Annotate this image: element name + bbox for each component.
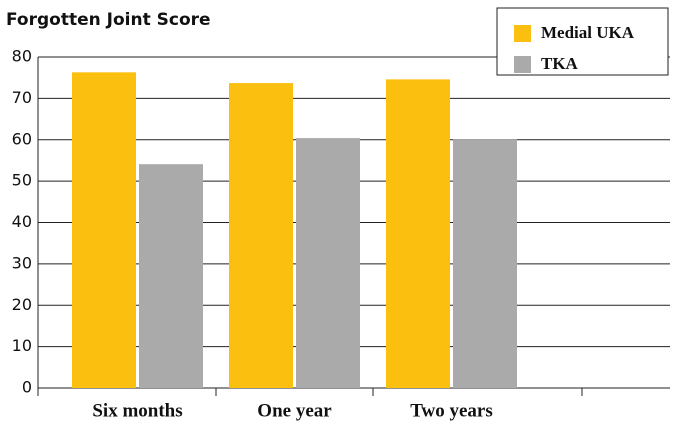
legend-swatch	[514, 25, 531, 42]
x-tick-label: Six months	[92, 400, 182, 421]
y-tick-label: 30	[12, 253, 32, 272]
y-tick-label: 20	[12, 295, 32, 314]
bar	[386, 79, 450, 388]
y-tick-label: 10	[12, 336, 32, 355]
y-tick-label: 60	[12, 129, 32, 148]
y-tick-label: 70	[12, 88, 32, 107]
bar	[72, 72, 136, 388]
legend-label: Medial UKA	[541, 23, 635, 42]
x-tick-label: One year	[257, 400, 332, 421]
y-tick-label: 50	[12, 171, 32, 190]
legend-label: TKA	[541, 54, 579, 73]
bar	[139, 164, 203, 388]
bar	[453, 139, 517, 388]
bar	[229, 83, 293, 388]
legend-swatch	[514, 56, 531, 73]
chart-title: Forgotten Joint Score	[6, 10, 211, 30]
bar	[296, 138, 360, 388]
y-tick-label: 40	[12, 212, 32, 231]
x-tick-label: Two years	[410, 400, 493, 421]
y-tick-label: 80	[12, 47, 32, 66]
y-tick-label: 0	[22, 378, 32, 397]
